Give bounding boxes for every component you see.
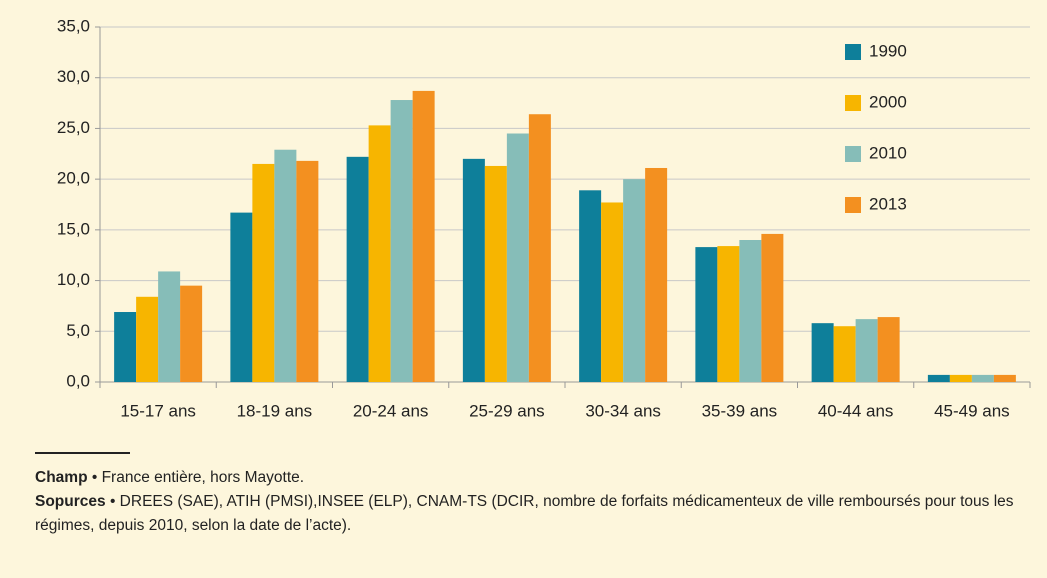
x-tick-label: 18-19 ans (237, 401, 313, 420)
legend-swatch (845, 44, 861, 60)
y-tick-label: 35,0 (57, 16, 90, 35)
bar (484, 165, 507, 382)
bar (158, 271, 181, 382)
y-tick-label: 25,0 (57, 118, 90, 137)
bar (274, 149, 297, 382)
legend-swatch (845, 95, 861, 111)
bar (506, 133, 529, 382)
y-tick-label: 15,0 (57, 219, 90, 238)
bar (579, 190, 602, 382)
bar (390, 100, 413, 383)
bar (993, 374, 1016, 382)
bar (717, 246, 740, 382)
bar (833, 326, 856, 382)
y-tick-label: 0,0 (66, 371, 90, 390)
x-tick-label: 45-49 ans (934, 401, 1010, 420)
y-tick-label: 30,0 (57, 67, 90, 86)
bar (971, 374, 994, 382)
bar (296, 160, 319, 382)
legend-swatch (845, 197, 861, 213)
bar (601, 202, 624, 382)
bar (695, 247, 718, 382)
note-text: • DREES (SAE), ATIH (PMSI),INSEE (ELP), … (35, 493, 1014, 534)
bar (739, 240, 762, 382)
bar (623, 179, 646, 382)
y-tick-label: 20,0 (57, 169, 90, 188)
x-tick-label: 15-17 ans (120, 401, 196, 420)
x-tick-label: 35-39 ans (702, 401, 778, 420)
bar (462, 158, 485, 382)
legend-label: 2000 (869, 92, 907, 111)
bar (252, 163, 275, 382)
note-label: Sopurces (35, 493, 106, 510)
legend-label: 1990 (869, 41, 907, 60)
bar (412, 90, 435, 383)
x-tick-label: 40-44 ans (818, 401, 894, 420)
bar (877, 317, 900, 382)
bar (368, 125, 391, 382)
bar (927, 374, 950, 382)
x-tick-label: 30-34 ans (585, 401, 661, 420)
note-label: Champ (35, 469, 88, 486)
bar (811, 323, 834, 382)
note: Champ • France entière, hors Mayotte. (35, 466, 1025, 490)
bar (136, 296, 159, 382)
legend-label: 2010 (869, 143, 907, 162)
bar (528, 114, 551, 382)
y-tick-label: 5,0 (66, 321, 90, 340)
legend-label: 2013 (869, 194, 907, 213)
bar (761, 233, 784, 382)
bar (855, 319, 878, 382)
legend-swatch (845, 146, 861, 162)
bar (114, 312, 137, 382)
bar (180, 285, 203, 382)
x-tick-label: 25-29 ans (469, 401, 545, 420)
note-text: • France entière, hors Mayotte. (91, 469, 305, 486)
bar (230, 212, 253, 382)
bar (949, 374, 972, 382)
note: Sopurces • DREES (SAE), ATIH (PMSI),INSE… (35, 490, 1025, 538)
bar (346, 156, 369, 382)
bar (645, 167, 668, 382)
x-tick-label: 20-24 ans (353, 401, 429, 420)
y-tick-label: 10,0 (57, 270, 90, 289)
